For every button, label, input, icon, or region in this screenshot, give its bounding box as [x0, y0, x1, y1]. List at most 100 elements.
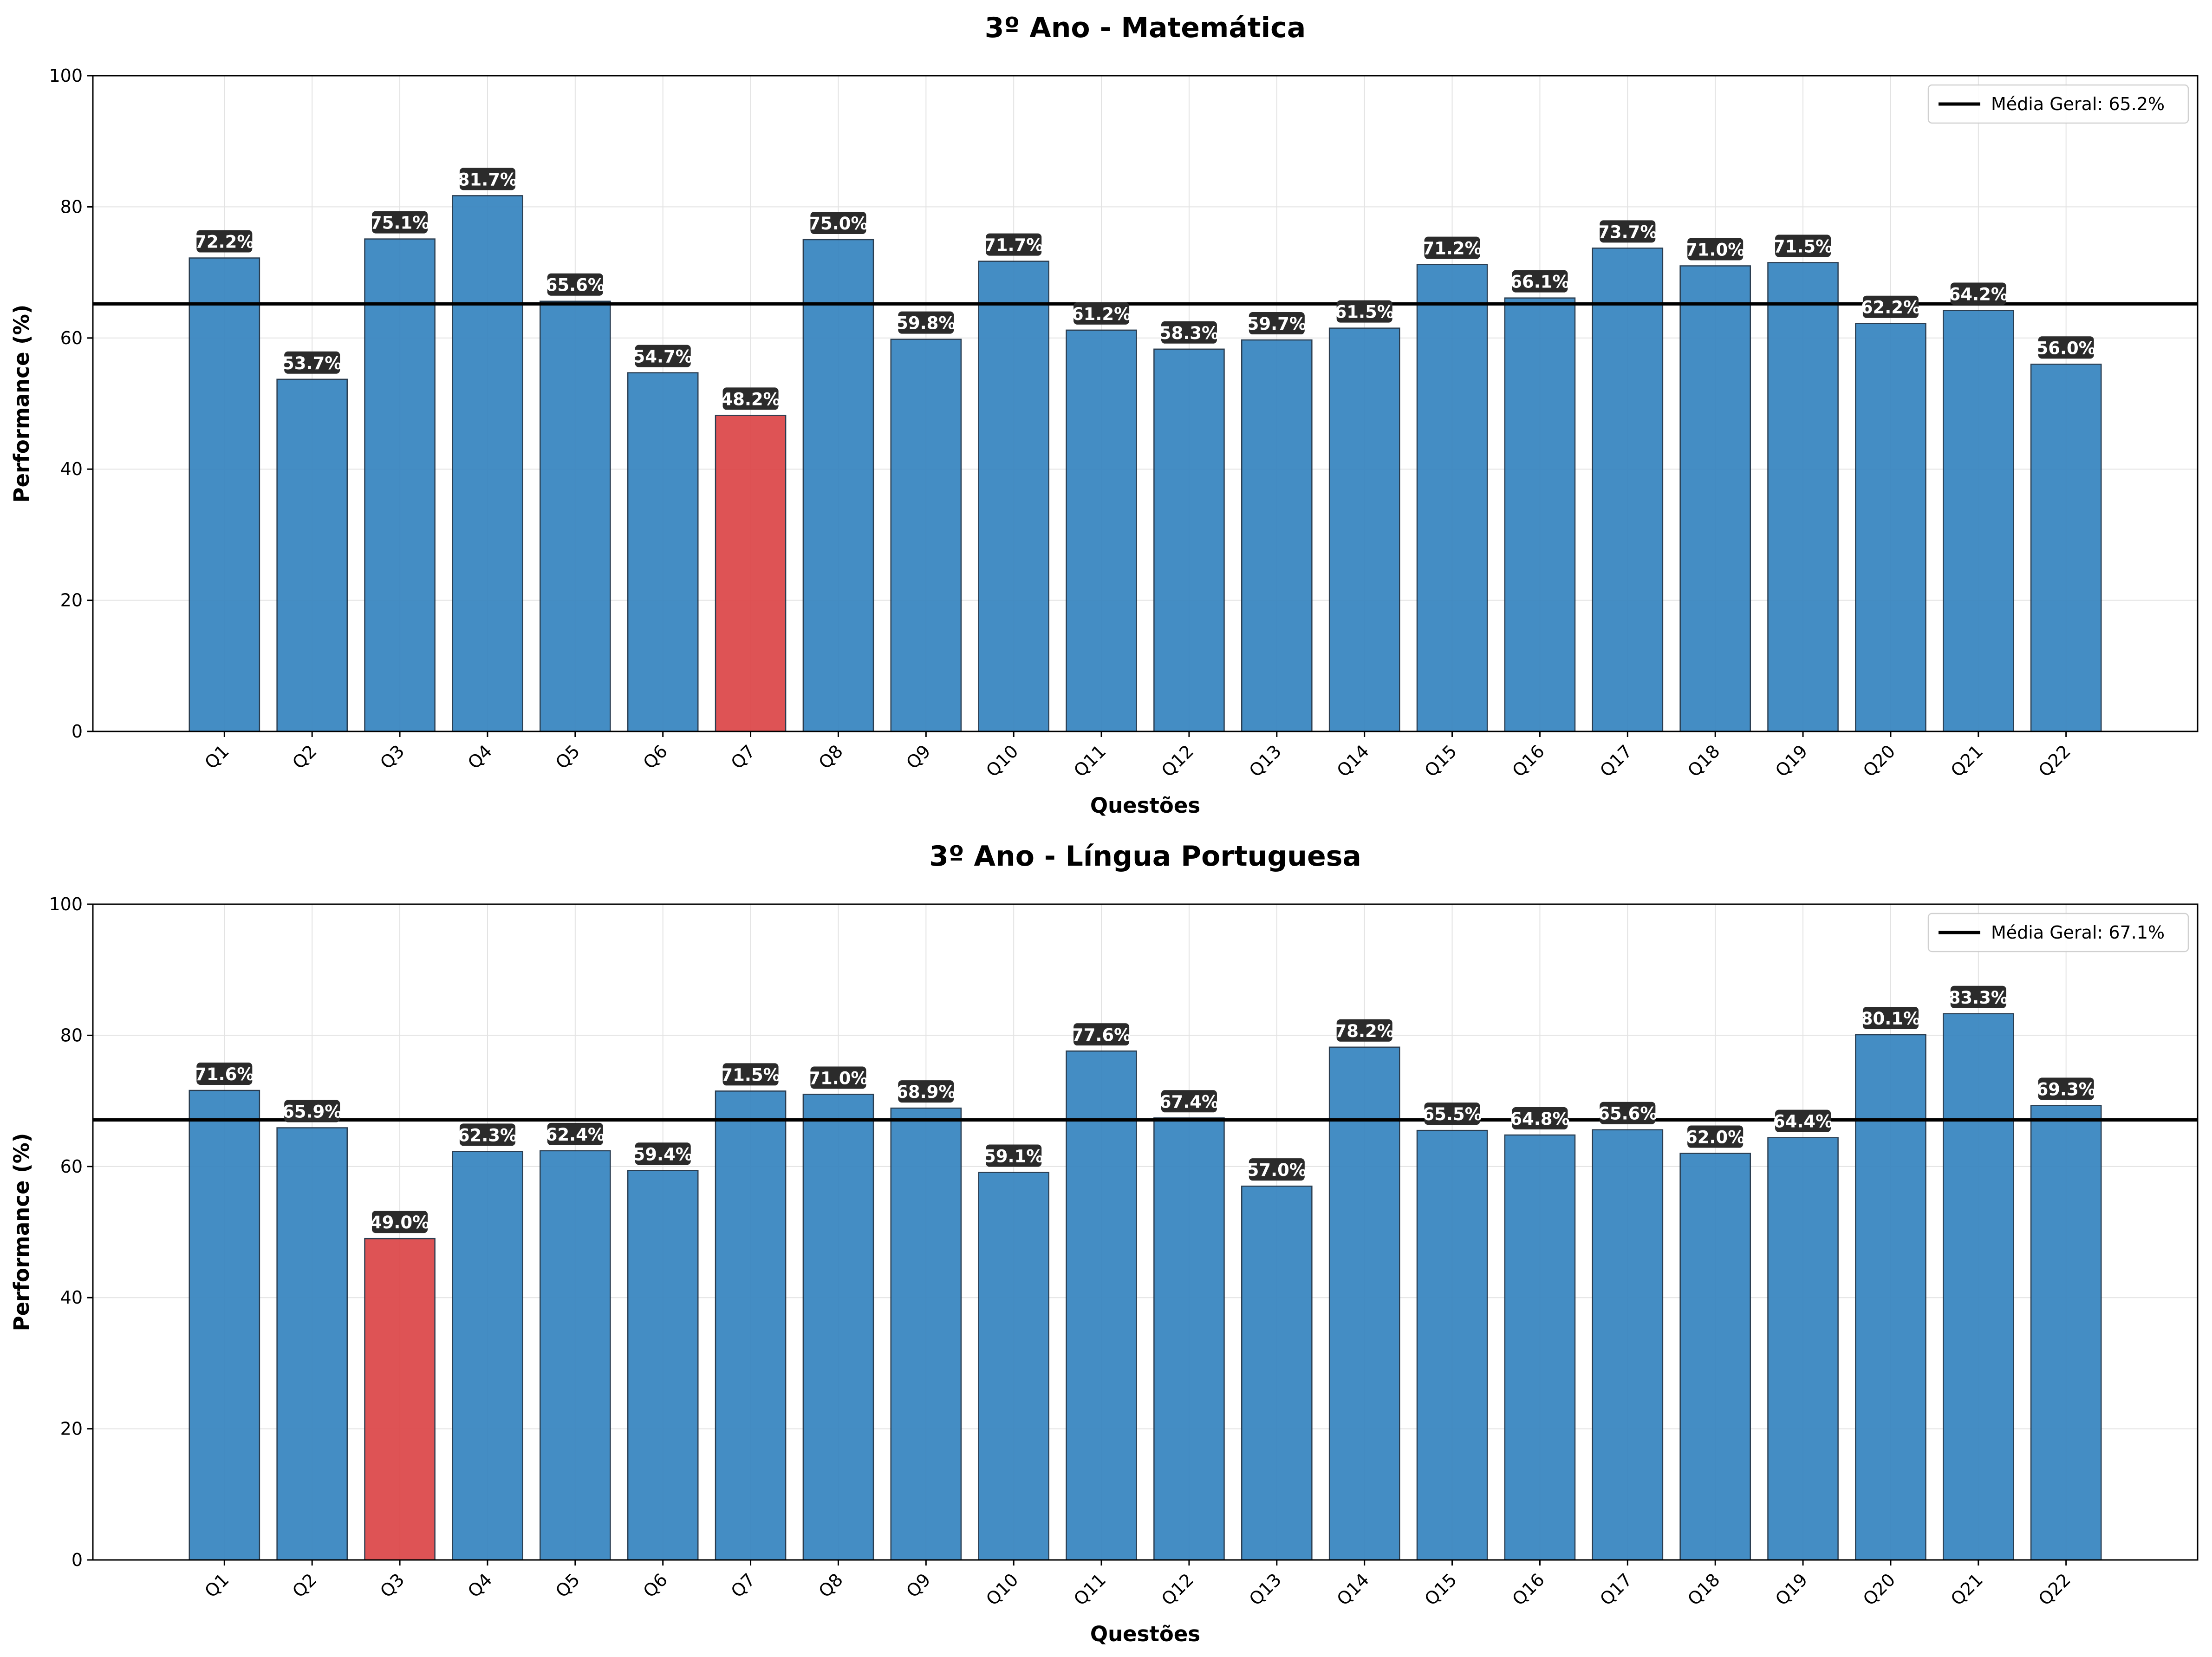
value-label: 59.8%: [896, 313, 956, 333]
bar: [1943, 310, 2014, 732]
bar: [1592, 248, 1664, 732]
plot-frame: [92, 75, 2199, 732]
y-tick-label: 0: [72, 721, 83, 742]
value-label: 64.4%: [1773, 1112, 1833, 1132]
x-tick-label: Q3: [376, 1569, 408, 1601]
value-label-box: [372, 1211, 428, 1233]
bar: [452, 1151, 523, 1561]
x-tick-label: Q17: [1596, 741, 1636, 781]
x-tick-label: Q8: [814, 741, 846, 773]
value-label-box: [635, 345, 691, 367]
x-tick-label: Q10: [982, 741, 1022, 781]
bar: [1767, 262, 1839, 732]
value-label-box: [1073, 302, 1130, 325]
bar: [1241, 339, 1313, 732]
value-label-box: [1161, 321, 1217, 344]
x-tick-label: Q19: [1771, 1569, 1811, 1609]
x-tick-label: Q7: [727, 1569, 759, 1601]
value-label: 71.6%: [195, 1064, 254, 1084]
x-tick-label: Q9: [902, 741, 934, 773]
value-label: 71.0%: [808, 1068, 868, 1088]
bar: [364, 238, 436, 732]
value-label: 62.2%: [1861, 298, 1920, 318]
x-axis-label: Questões: [1090, 793, 1200, 818]
bar: [452, 195, 523, 732]
x-tick-label: Q19: [1771, 741, 1811, 781]
bar: [1679, 265, 1751, 732]
value-label-box: [1775, 235, 1831, 257]
x-tick-label: Q11: [1070, 741, 1110, 781]
x-tick-label: Q15: [1420, 1569, 1460, 1609]
y-axis-label: Performance (%): [9, 305, 34, 503]
value-label: 71.7%: [984, 235, 1043, 255]
value-label: 78.2%: [1335, 1021, 1394, 1041]
bar: [627, 1170, 699, 1561]
bar: [1767, 1137, 1839, 1561]
bar: [802, 239, 874, 732]
value-label: 62.0%: [1685, 1128, 1745, 1148]
value-label: 62.3%: [458, 1125, 517, 1145]
x-axis-label: Questões: [1090, 1622, 1200, 1646]
value-label-box: [1687, 1125, 1744, 1148]
value-label: 48.2%: [721, 389, 780, 409]
value-label: 64.2%: [1949, 284, 2008, 304]
value-label-box: [1249, 1158, 1305, 1181]
value-label-box: [1687, 238, 1744, 261]
bar: [1855, 323, 1926, 732]
value-label-box: [2038, 336, 2094, 359]
chart-title: 3º Ano - Língua Portuguesa: [929, 840, 1361, 873]
legend-box: [1927, 84, 2189, 124]
value-label: 61.2%: [1072, 304, 1131, 324]
value-label-box: [1512, 270, 1568, 293]
value-label-box: [986, 1144, 1042, 1167]
value-label: 77.6%: [1072, 1025, 1131, 1045]
bar: [715, 1090, 787, 1561]
value-label-box: [284, 1100, 340, 1122]
value-label: 72.2%: [195, 232, 254, 252]
x-tick-label: Q18: [1684, 741, 1724, 781]
value-label: 57.0%: [1247, 1160, 1307, 1180]
x-tick-label: Q20: [1859, 1569, 1899, 1609]
x-tick-label: Q21: [1947, 1569, 1987, 1609]
x-tick-label: Q1: [201, 741, 233, 773]
value-label: 65.5%: [1422, 1104, 1482, 1124]
bar: [1328, 1046, 1400, 1561]
bar: [540, 1150, 611, 1561]
bar: [189, 257, 260, 732]
legend-box: [1927, 913, 2189, 952]
value-label-box: [1862, 1006, 1919, 1029]
value-label: 69.3%: [2036, 1079, 2096, 1099]
value-label: 59.4%: [633, 1144, 693, 1164]
bar: [1066, 1050, 1137, 1561]
x-tick-label: Q20: [1859, 741, 1899, 781]
bar: [1943, 1013, 2014, 1561]
value-label-box: [1950, 282, 2006, 305]
x-tick-label: Q4: [464, 741, 496, 773]
chart-title: 3º Ano - Matemática: [985, 12, 1306, 44]
value-label: 71.0%: [1685, 240, 1745, 260]
x-tick-label: Q14: [1333, 741, 1373, 781]
y-tick-label: 80: [60, 1025, 83, 1045]
bar: [890, 339, 962, 732]
x-tick-label: Q13: [1245, 1569, 1285, 1609]
value-label: 59.1%: [984, 1147, 1043, 1167]
legend-label: Média Geral: 65.2%: [1991, 94, 2165, 114]
bar: [276, 378, 348, 732]
value-label-box: [1424, 236, 1480, 259]
value-label-box: [284, 351, 340, 374]
bar: [1153, 348, 1225, 732]
value-label-box: [898, 1080, 954, 1103]
y-tick-label: 80: [60, 196, 83, 217]
value-label-box: [1161, 1090, 1217, 1113]
value-label: 58.3%: [1159, 323, 1219, 343]
value-label: 66.1%: [1510, 272, 1569, 292]
value-label: 75.0%: [808, 214, 868, 234]
value-label: 71.2%: [1422, 239, 1482, 259]
y-tick-label: 100: [49, 894, 83, 914]
bar: [1855, 1034, 1926, 1561]
value-label-box: [459, 168, 515, 190]
bar: [1592, 1129, 1664, 1561]
value-label-box: [635, 1142, 691, 1165]
value-label-box: [1249, 312, 1305, 335]
